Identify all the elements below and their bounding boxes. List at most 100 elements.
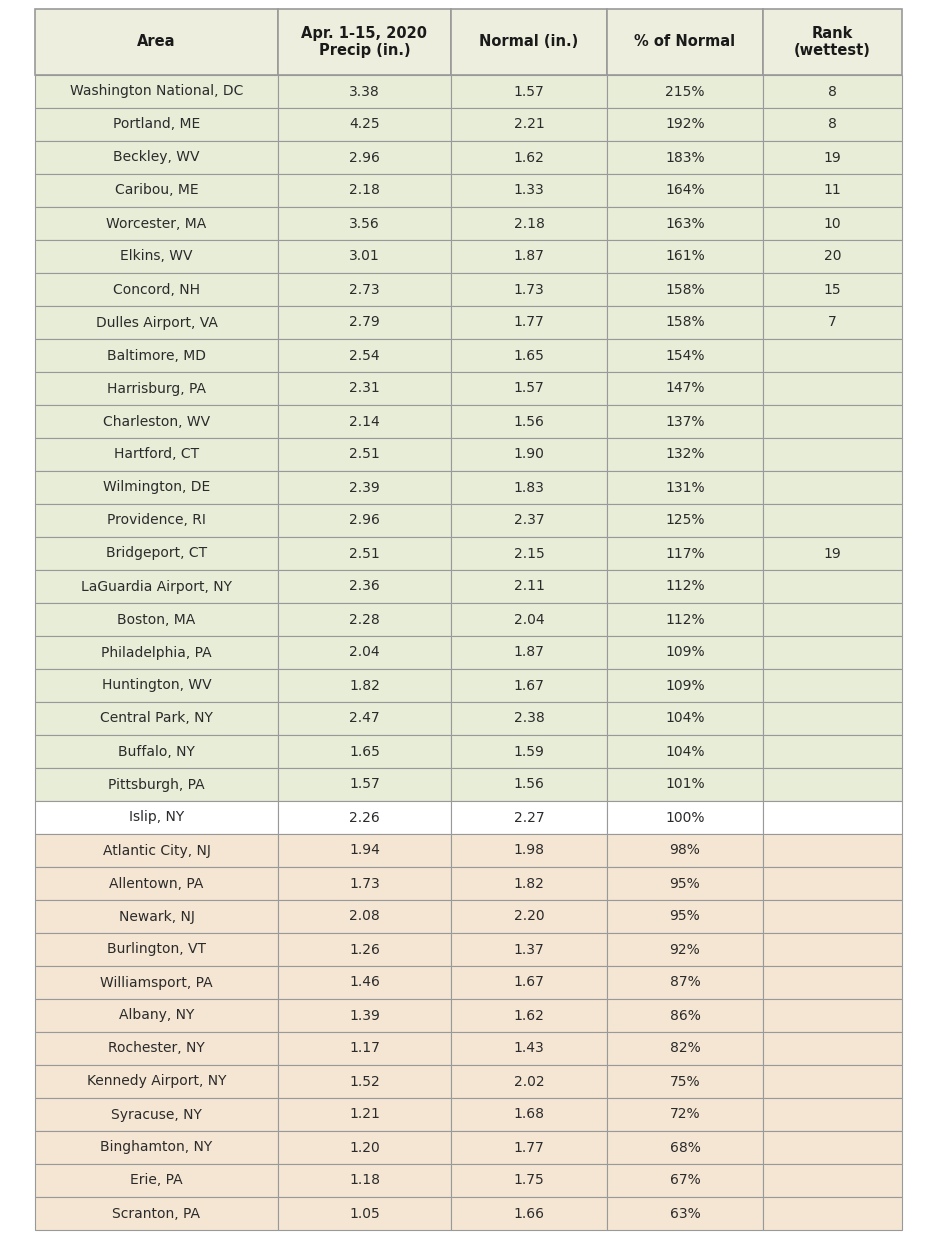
Bar <box>35 603 278 636</box>
Bar <box>35 966 278 999</box>
Bar <box>762 603 901 636</box>
Bar <box>607 999 762 1032</box>
Bar <box>278 141 450 173</box>
Bar <box>278 570 450 603</box>
Text: 1.37: 1.37 <box>513 943 544 957</box>
Bar <box>762 471 901 504</box>
Bar <box>607 273 762 306</box>
Bar <box>762 834 901 867</box>
Bar <box>278 240 450 273</box>
Bar <box>450 240 607 273</box>
Text: 161%: 161% <box>665 249 704 264</box>
Bar <box>762 735 901 768</box>
Text: 2.96: 2.96 <box>349 150 379 165</box>
Text: Huntington, WV: Huntington, WV <box>102 679 212 693</box>
Text: Central Park, NY: Central Park, NY <box>100 711 212 726</box>
Bar <box>450 339 607 372</box>
Text: 1.57: 1.57 <box>349 778 379 792</box>
Bar <box>35 207 278 240</box>
Text: 10: 10 <box>823 217 841 230</box>
Text: 8: 8 <box>827 84 836 98</box>
Text: 8: 8 <box>827 118 836 131</box>
Text: 1.56: 1.56 <box>513 778 544 792</box>
Bar <box>278 9 450 76</box>
Text: Rochester, NY: Rochester, NY <box>108 1042 205 1056</box>
Bar <box>35 768 278 800</box>
Text: 2.04: 2.04 <box>513 612 544 627</box>
Text: 2.73: 2.73 <box>349 282 379 296</box>
Bar <box>762 636 901 669</box>
Text: 147%: 147% <box>665 382 704 395</box>
Text: Charleston, WV: Charleston, WV <box>103 415 210 429</box>
Bar <box>762 339 901 372</box>
Bar <box>762 999 901 1032</box>
Text: 164%: 164% <box>665 183 704 197</box>
Bar <box>762 703 901 735</box>
Text: 2.26: 2.26 <box>349 810 379 824</box>
Bar <box>607 141 762 173</box>
Text: 1.39: 1.39 <box>349 1009 379 1022</box>
Bar <box>762 372 901 405</box>
Text: 3.01: 3.01 <box>349 249 379 264</box>
Bar <box>35 669 278 703</box>
Text: Worcester, MA: Worcester, MA <box>107 217 207 230</box>
Text: Williamsport, PA: Williamsport, PA <box>100 975 212 990</box>
Text: Hartford, CT: Hartford, CT <box>114 447 198 461</box>
Bar <box>35 504 278 536</box>
Text: 1.05: 1.05 <box>349 1207 379 1220</box>
Bar <box>450 900 607 933</box>
Text: 1.62: 1.62 <box>513 1009 544 1022</box>
Text: % of Normal: % of Normal <box>634 35 735 50</box>
Text: 2.37: 2.37 <box>513 513 544 528</box>
Text: 1.87: 1.87 <box>513 646 544 659</box>
Bar <box>35 1066 278 1098</box>
Text: Scranton, PA: Scranton, PA <box>112 1207 200 1220</box>
Bar <box>450 536 607 570</box>
Text: 109%: 109% <box>665 679 704 693</box>
Bar <box>35 1098 278 1131</box>
Text: Newark, NJ: Newark, NJ <box>119 909 195 923</box>
Bar <box>762 108 901 141</box>
Bar <box>278 339 450 372</box>
Bar <box>607 703 762 735</box>
Bar <box>607 933 762 966</box>
Bar <box>35 933 278 966</box>
Bar <box>607 439 762 471</box>
Bar <box>278 536 450 570</box>
Bar <box>35 306 278 339</box>
Bar <box>278 207 450 240</box>
Text: Syracuse, NY: Syracuse, NY <box>111 1108 202 1121</box>
Bar <box>35 9 278 76</box>
Bar <box>762 207 901 240</box>
Text: 2.54: 2.54 <box>349 348 379 363</box>
Bar <box>450 800 607 834</box>
Bar <box>762 933 901 966</box>
Text: Albany, NY: Albany, NY <box>119 1009 194 1022</box>
Bar <box>607 405 762 439</box>
Text: 19: 19 <box>823 546 841 560</box>
Text: Concord, NH: Concord, NH <box>113 282 199 296</box>
Bar <box>35 173 278 207</box>
Text: 86%: 86% <box>669 1009 700 1022</box>
Bar <box>278 933 450 966</box>
Text: 1.20: 1.20 <box>349 1141 379 1155</box>
Text: 1.67: 1.67 <box>513 975 544 990</box>
Bar <box>450 9 607 76</box>
Bar <box>278 1098 450 1131</box>
Bar <box>278 306 450 339</box>
Text: 1.65: 1.65 <box>349 745 379 758</box>
Bar <box>607 900 762 933</box>
Text: Atlantic City, NJ: Atlantic City, NJ <box>102 844 211 857</box>
Text: 100%: 100% <box>665 810 704 824</box>
Bar <box>278 405 450 439</box>
Bar <box>762 536 901 570</box>
Text: Islip, NY: Islip, NY <box>129 810 184 824</box>
Text: 1.66: 1.66 <box>513 1207 544 1220</box>
Bar <box>762 570 901 603</box>
Bar <box>450 834 607 867</box>
Text: 2.04: 2.04 <box>349 646 379 659</box>
Text: Harrisburg, PA: Harrisburg, PA <box>107 382 206 395</box>
Text: 1.46: 1.46 <box>349 975 379 990</box>
Text: 163%: 163% <box>665 217 704 230</box>
Text: 154%: 154% <box>665 348 704 363</box>
